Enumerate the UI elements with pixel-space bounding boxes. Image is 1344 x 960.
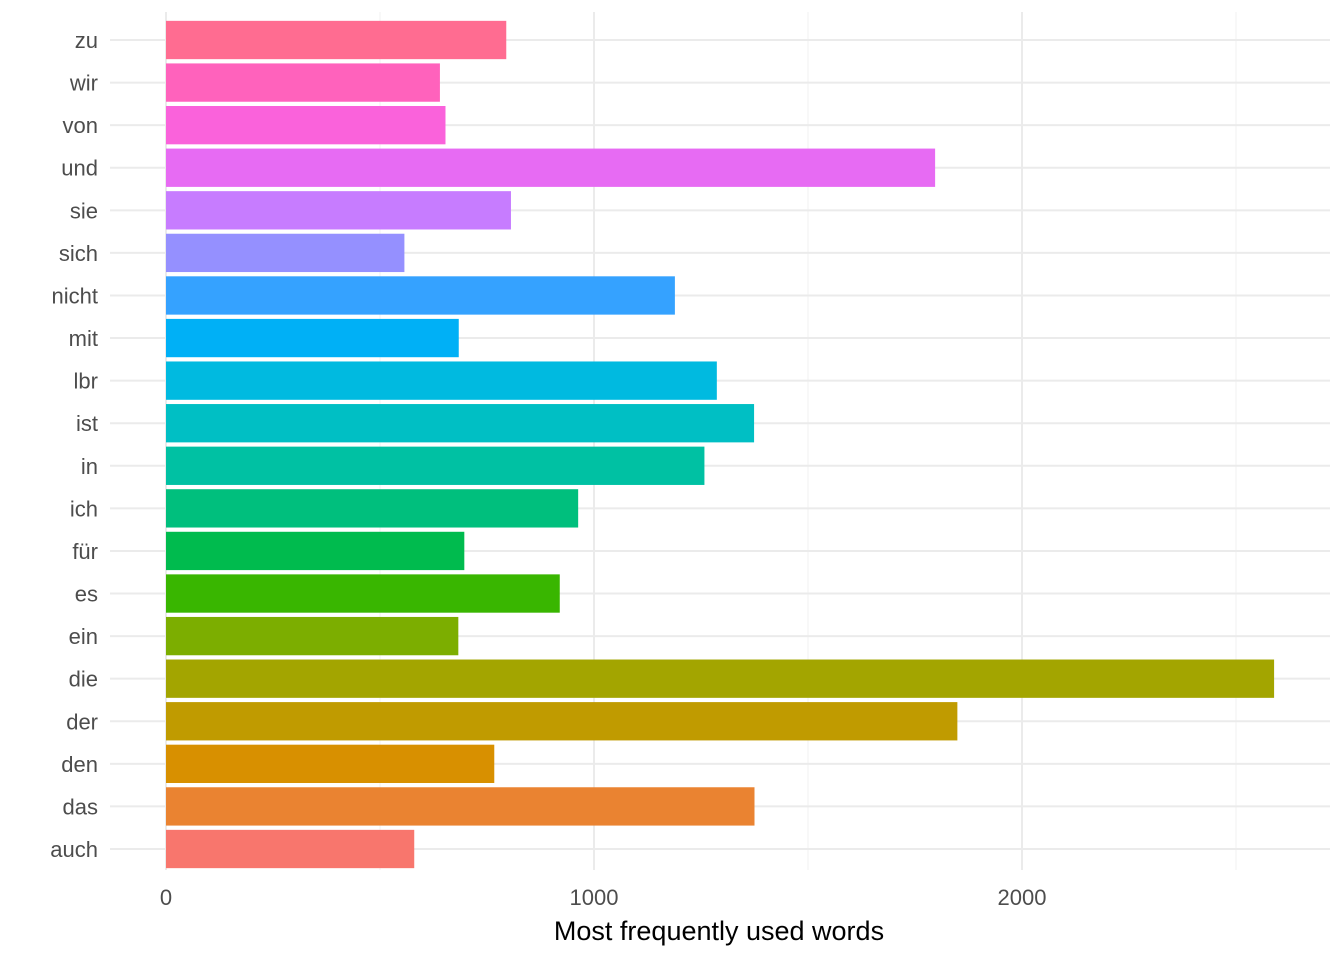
y-tick-label: wir <box>69 71 98 96</box>
y-tick-label: lbr <box>74 369 98 394</box>
y-tick-label: sich <box>59 241 98 266</box>
bar-ein <box>166 616 459 656</box>
y-tick-label: es <box>75 582 98 607</box>
bar-lbr <box>166 361 717 400</box>
y-tick-label: sie <box>70 198 98 223</box>
bar-für <box>166 531 465 571</box>
x-tick-label: 2000 <box>998 885 1047 910</box>
bar-sich <box>166 233 405 273</box>
x-axis-title: Most frequently used words <box>554 916 884 946</box>
x-tick-label: 0 <box>160 885 172 910</box>
y-tick-label: ein <box>69 624 98 649</box>
bar-zu <box>166 20 507 60</box>
y-tick-label: auch <box>50 837 98 862</box>
bar-sie <box>166 191 511 230</box>
x-axis-tick-labels: 0 1000 2000 <box>160 885 1047 910</box>
bar-mit <box>166 318 459 358</box>
bar-ist <box>166 404 755 443</box>
y-tick-label: ich <box>70 496 98 521</box>
y-tick-label: und <box>61 156 98 181</box>
y-tick-label: das <box>63 794 98 819</box>
y-tick-label: den <box>61 752 98 777</box>
bar-das <box>166 787 755 826</box>
y-tick-label: mit <box>69 326 98 351</box>
bar-auch <box>166 829 415 869</box>
y-tick-label: ist <box>76 411 98 436</box>
y-tick-label: nicht <box>52 283 98 308</box>
bar-es <box>166 574 560 613</box>
bar-die <box>166 659 1275 698</box>
bar-den <box>166 744 495 784</box>
y-tick-label: in <box>81 454 98 479</box>
x-tick-label: 1000 <box>570 885 619 910</box>
bar-ich <box>166 489 579 528</box>
y-axis-tick-labels: auch das den der die ein es für ich in ist lbr mit ni… <box>50 28 98 862</box>
bars <box>166 20 1275 869</box>
y-tick-label: für <box>72 539 98 564</box>
bar-der <box>166 702 958 741</box>
y-tick-label: der <box>66 709 98 734</box>
bar-wir <box>166 63 440 102</box>
bar-in <box>166 446 705 485</box>
y-tick-label: die <box>69 667 98 692</box>
y-tick-label: von <box>63 113 98 138</box>
y-tick-label: zu <box>75 28 98 53</box>
bar-nicht <box>166 276 675 315</box>
bar-und <box>166 148 936 187</box>
bar-von <box>166 105 446 145</box>
